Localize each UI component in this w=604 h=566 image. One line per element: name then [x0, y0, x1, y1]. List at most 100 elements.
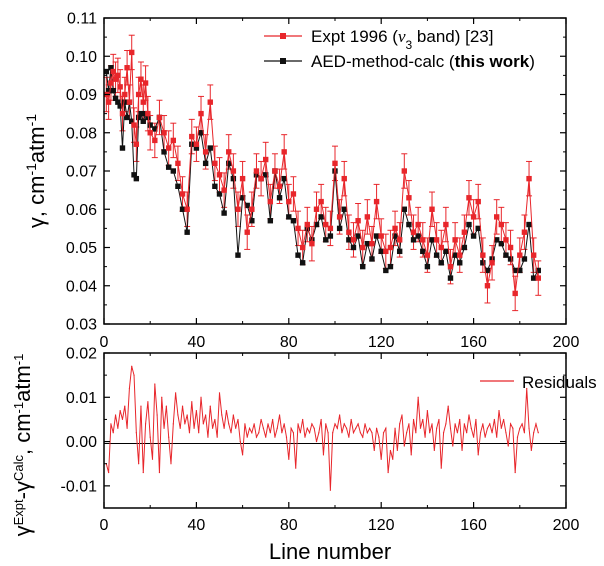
residual-point	[140, 405, 142, 407]
expt-point	[484, 283, 491, 289]
residual-point	[117, 427, 119, 429]
residual-point	[491, 432, 493, 434]
residual-point	[124, 405, 126, 407]
residual-point	[369, 427, 371, 429]
residual-point	[382, 432, 385, 434]
residual-point	[186, 414, 188, 416]
expt-point	[498, 221, 505, 228]
expt-point	[108, 80, 114, 86]
expt-point	[156, 114, 163, 121]
calc-point	[535, 267, 541, 274]
expt-point	[415, 221, 421, 228]
residuals-legend-label: Residuals	[522, 373, 597, 392]
residual-point	[108, 471, 110, 474]
calc-point	[346, 237, 352, 243]
expt-point	[239, 175, 246, 182]
expt-point	[494, 214, 500, 220]
calc-point	[396, 248, 403, 255]
expt-point	[373, 198, 380, 205]
expt-point	[216, 172, 223, 178]
expt-point	[378, 233, 384, 239]
calc-point	[364, 240, 371, 247]
calc-point	[124, 114, 130, 121]
expt-point	[145, 110, 151, 117]
calc-point	[129, 118, 135, 124]
residual-point	[295, 467, 297, 469]
residual-point	[521, 423, 523, 425]
residual-point	[445, 423, 447, 425]
residual-point	[218, 392, 221, 394]
calc-point	[466, 221, 472, 228]
residual-point	[452, 445, 454, 447]
expt-point	[507, 244, 514, 251]
expt-point	[124, 65, 130, 71]
calc-point	[457, 260, 463, 266]
calc-point	[212, 183, 218, 189]
residual-point	[396, 449, 398, 452]
residual-point	[422, 418, 424, 421]
calc-point	[494, 237, 500, 243]
residual-point	[392, 458, 394, 460]
residual-point	[170, 463, 172, 465]
residual-point	[503, 418, 505, 421]
calc-point	[378, 248, 384, 255]
residual-point	[158, 471, 161, 474]
calc-point	[198, 130, 204, 136]
calc-point	[323, 237, 329, 243]
residual-point	[399, 423, 401, 425]
calc-point	[152, 126, 158, 132]
residual-point	[500, 427, 502, 429]
calc-point	[517, 267, 523, 274]
residual-point	[440, 467, 442, 469]
residual-point	[255, 436, 258, 438]
residual-point	[260, 418, 262, 421]
expt-point	[452, 237, 458, 243]
residual-point	[325, 423, 327, 425]
expt-point	[396, 237, 403, 243]
top-legend: Expt 1996 (ν3 band) [23]AED-method-calc …	[264, 27, 535, 71]
residual-point	[318, 432, 320, 434]
residual-point	[507, 445, 509, 447]
top-x-tick-label: 120	[368, 334, 395, 351]
residual-point	[431, 423, 433, 425]
expt-point	[189, 133, 195, 140]
residual-point	[456, 432, 459, 434]
expt-point	[126, 99, 133, 105]
residual-point	[161, 396, 163, 398]
expt-point	[290, 191, 297, 197]
residual-point	[290, 427, 292, 429]
calc-point	[108, 65, 114, 71]
residual-point	[320, 418, 322, 421]
residual-point	[165, 405, 167, 407]
calc-legend-label: AED-method-calc (this work)	[311, 52, 535, 71]
residual-point	[477, 454, 479, 456]
expt-point	[503, 237, 509, 243]
calc-point	[267, 218, 274, 224]
residual-point	[221, 414, 223, 416]
residual-point	[195, 409, 197, 412]
residual-point	[311, 423, 313, 425]
residual-point	[475, 418, 477, 421]
calc-point	[355, 233, 361, 239]
expt-point	[360, 244, 366, 251]
residual-point	[142, 471, 144, 474]
calc-point	[161, 149, 167, 155]
calc-point	[484, 267, 491, 274]
residual-point	[362, 436, 364, 438]
top-x-tick-label: 80	[280, 334, 298, 351]
bottom-y-tick-label: -0.01	[61, 478, 98, 495]
expt-point	[327, 225, 334, 232]
calc-point	[131, 172, 137, 178]
calc-point	[332, 168, 338, 174]
calc-point	[184, 229, 190, 235]
expt-point	[112, 76, 119, 82]
residual-point	[406, 432, 408, 434]
residual-point	[394, 427, 396, 429]
residual-point	[429, 432, 431, 434]
expt-point	[235, 206, 241, 212]
expt-point	[105, 99, 112, 105]
top-y-tick-label: 0.04	[66, 278, 97, 295]
residual-point	[419, 427, 422, 429]
residual-point	[188, 432, 191, 434]
calc-point	[230, 175, 237, 182]
